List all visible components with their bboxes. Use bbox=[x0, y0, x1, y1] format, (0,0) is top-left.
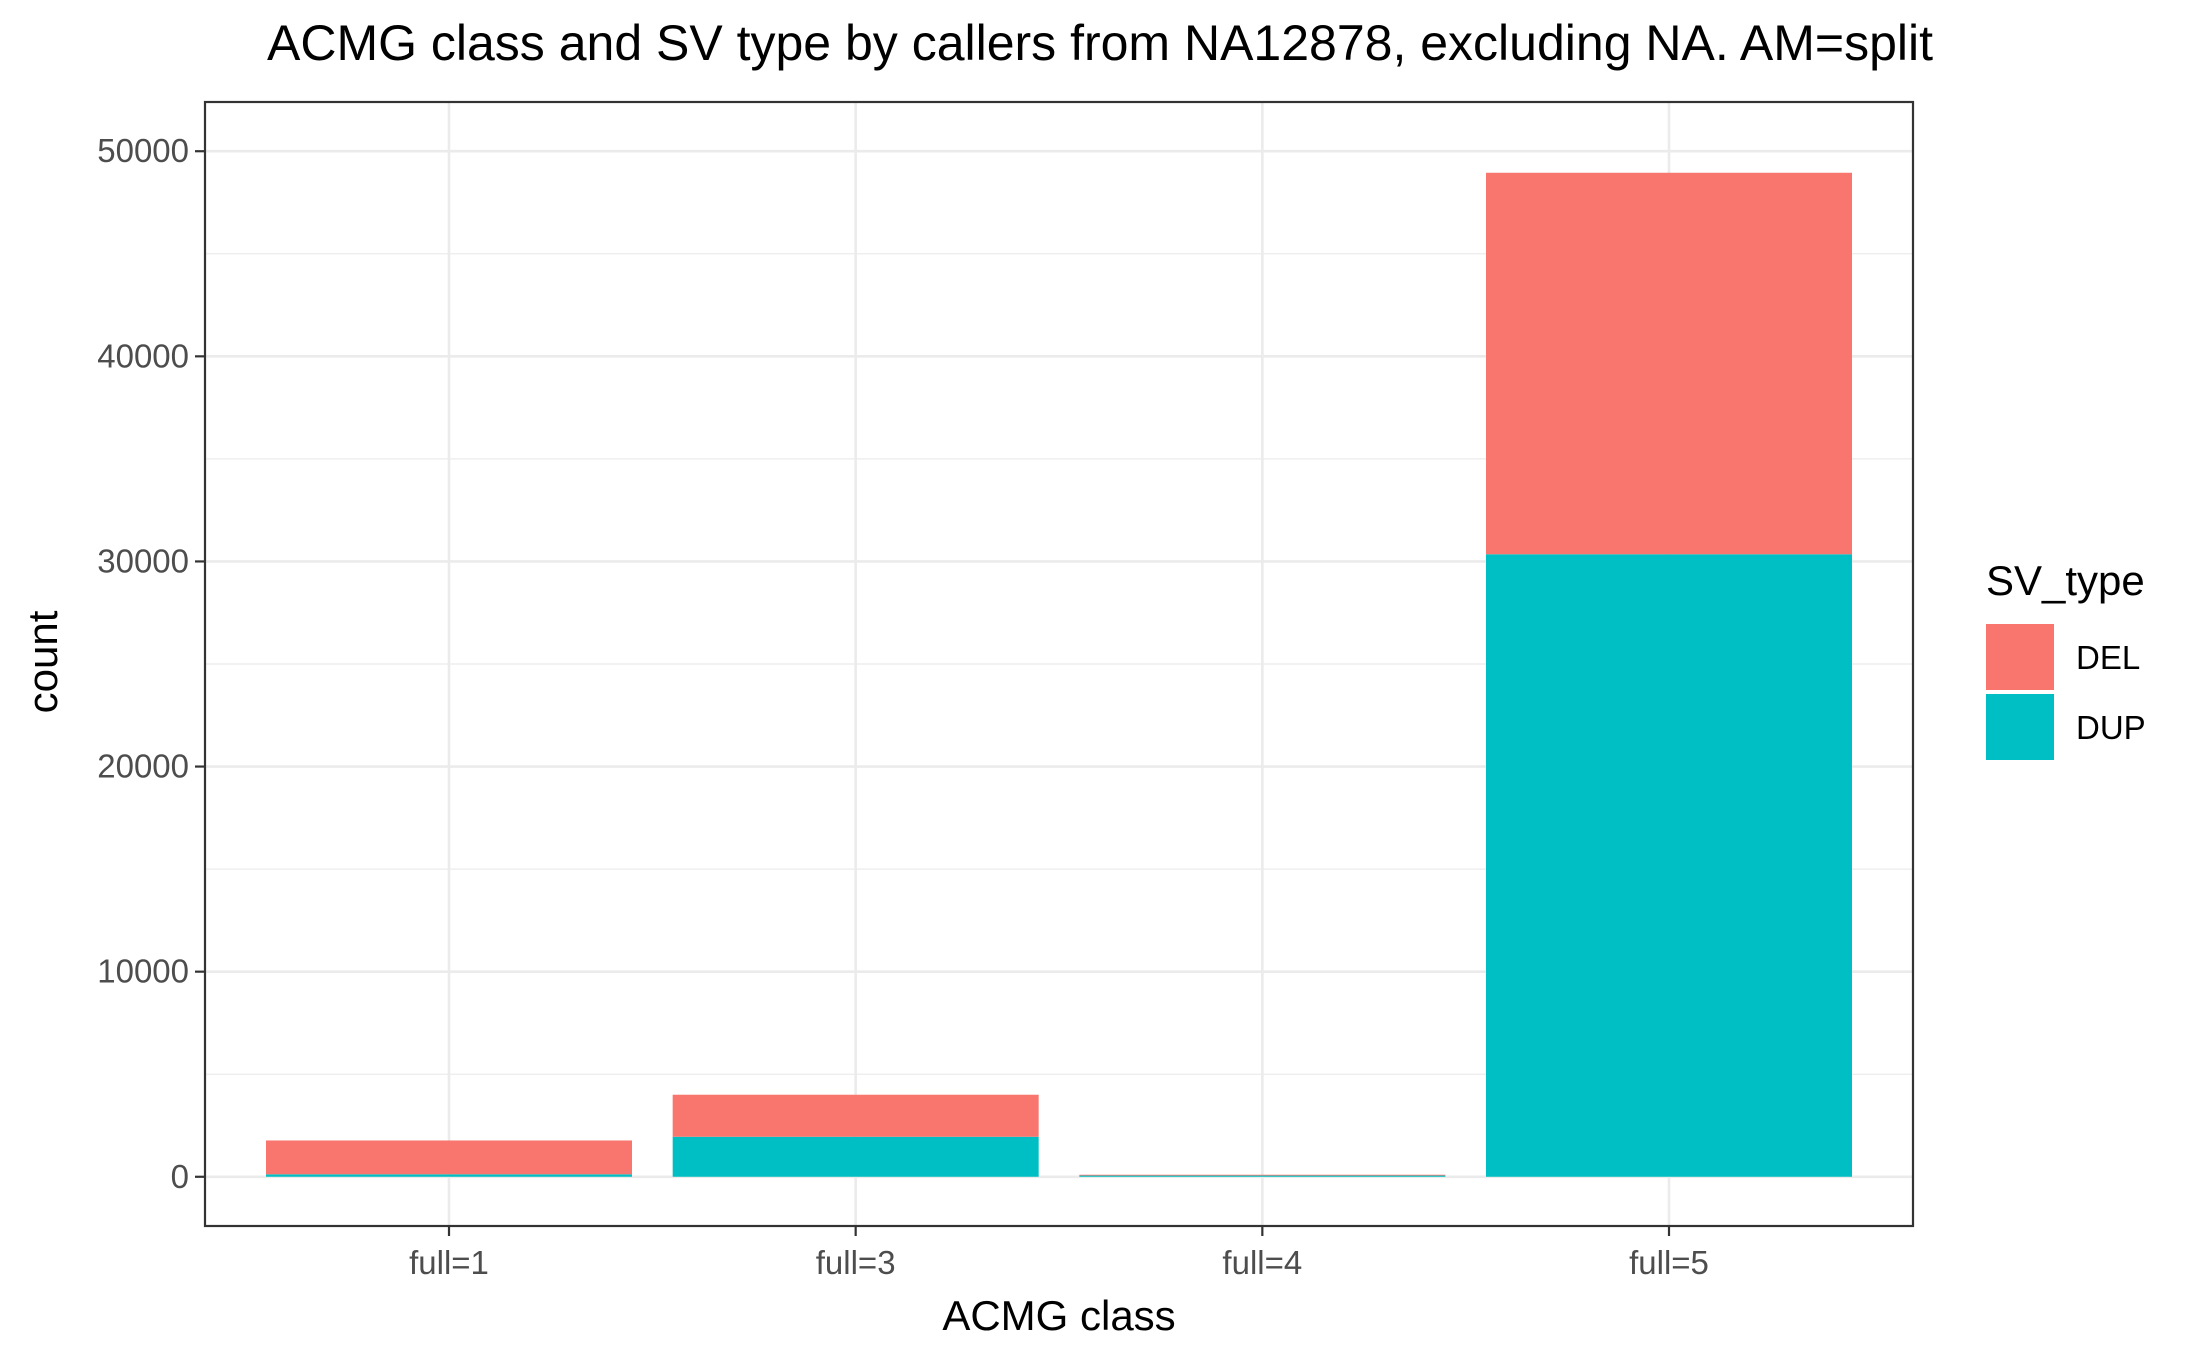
legend-key-dup bbox=[1986, 694, 2054, 760]
bar-dup-full4 bbox=[1079, 1175, 1446, 1177]
y-tick-label: 40000 bbox=[97, 337, 189, 374]
x-tick-label: full=5 bbox=[1629, 1244, 1709, 1281]
legend-key-del bbox=[1986, 624, 2054, 690]
legend-label-dup: DUP bbox=[2076, 709, 2146, 746]
legend: SV_type DEL DUP bbox=[1986, 557, 2146, 760]
bar-dup-full3 bbox=[672, 1136, 1039, 1177]
chart-title: ACMG class and SV type by callers from N… bbox=[267, 15, 1933, 71]
y-tick-label: 20000 bbox=[97, 748, 189, 785]
x-tick-label: full=1 bbox=[409, 1244, 489, 1281]
plot-panel: 0 10000 20000 30000 40000 50000 full=1 full=3 fu… bbox=[97, 100, 1915, 1281]
y-tick-label: 50000 bbox=[97, 132, 189, 169]
legend-title: SV_type bbox=[1986, 557, 2145, 604]
y-axis-title: count bbox=[19, 610, 66, 713]
legend-label-del: DEL bbox=[2076, 639, 2140, 676]
bar-del-full5 bbox=[1486, 172, 1852, 555]
bar-del-full1 bbox=[266, 1140, 632, 1175]
y-tick-label: 10000 bbox=[97, 953, 189, 990]
bar-dup-full5 bbox=[1486, 554, 1852, 1177]
bar-del-full4 bbox=[1079, 1174, 1446, 1176]
x-tick-label: full=3 bbox=[816, 1244, 896, 1281]
panel-border bbox=[203, 100, 1915, 1228]
bar-dup-full1 bbox=[266, 1174, 632, 1177]
x-tick-label: full=4 bbox=[1222, 1244, 1302, 1281]
bar-del-full3 bbox=[672, 1094, 1039, 1137]
x-axis-title: ACMG class bbox=[942, 1292, 1175, 1339]
y-tick-label: 30000 bbox=[97, 542, 189, 579]
y-tick-label: 0 bbox=[171, 1158, 189, 1195]
